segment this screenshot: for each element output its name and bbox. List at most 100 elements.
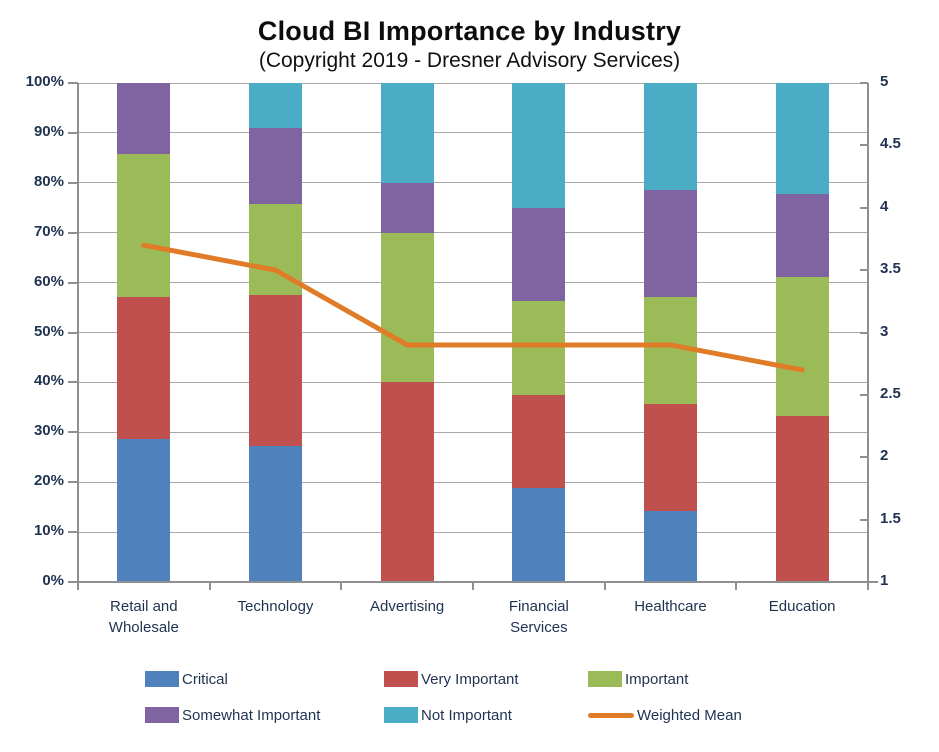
bar-segment-critical [249,445,302,582]
right-axis-line [867,83,869,583]
x-axis-tick [340,582,343,590]
legend-color-swatch [145,671,179,687]
y-axis-tick [68,531,78,534]
y-axis-label: 80% [33,172,64,190]
bar-segment-important [775,277,829,416]
category-label: Retail and Wholesale [108,598,179,636]
bar-segment-not-important [249,83,302,129]
legend-label: Not Important [421,706,512,724]
legend-label: Important [625,670,689,688]
y-axis-label: 100% [25,73,64,90]
right-axis-tick [860,269,868,272]
category-label: Technology [237,598,314,615]
gridline [78,332,868,333]
x-axis-tick [735,582,738,590]
right-axis-label: 4.5 [880,135,901,153]
right-axis-label: 5 [880,73,889,90]
right-axis-label: 3 [880,322,889,340]
y-axis-tick [68,381,78,384]
bar-segment-important [380,232,434,383]
y-axis-tick [68,181,78,184]
right-axis-tick [860,206,868,209]
bar-segment-somewhat-important [775,193,829,278]
legend-color-swatch [384,707,418,723]
legend-color-swatch [384,671,418,687]
legend-label: Weighted Mean [637,706,742,724]
y-axis-label: 70% [33,222,64,240]
x-axis-tick [603,582,606,590]
right-axis-tick [860,518,868,521]
legend-item-critical: Critical [145,668,228,690]
bar-segment-not-important [775,83,829,194]
bar-segment-very-important [512,394,566,489]
gridline [78,182,868,184]
right-axis-tick [860,144,868,147]
y-axis-label: 30% [33,422,64,440]
y-axis-tick [68,281,78,284]
gridline [78,82,868,84]
x-axis-tick [867,582,869,590]
category-label: Healthcare [634,598,707,615]
legend-label: Somewhat Important [182,706,321,724]
y-axis-tick [68,431,78,434]
gridline [78,282,868,284]
chart-title: Cloud BI Importance by Industry [257,16,682,46]
bar-segment-not-important [512,83,566,208]
bar-segment-very-important [380,382,434,582]
gridline [78,431,868,433]
y-axis-label: 20% [33,472,64,490]
legend-line-swatch [588,712,634,718]
bar-segment-critical [117,439,171,582]
legend-label: Critical [182,670,228,688]
bar-segment-critical [512,488,566,582]
right-axis-tick [860,393,868,396]
legend-color-swatch [145,707,179,723]
bar-segment-very-important [117,296,171,440]
y-axis-tick [68,331,78,334]
y-axis-tick [68,481,78,484]
y-axis-label: 40% [33,372,64,390]
right-axis-tick [860,331,868,334]
bar-segment-very-important [249,294,302,446]
bar-segment-somewhat-important [117,83,171,155]
bar-segment-very-important [775,415,829,582]
y-axis-line [77,83,79,583]
gridline [78,481,868,483]
legend-item-important: Important [588,668,688,690]
y-axis-label: 90% [33,122,64,140]
category-label: Education [768,598,836,615]
x-axis-tick [77,582,79,590]
bar-segment-very-important [644,403,697,511]
y-axis-tick [68,131,78,134]
right-axis-tick [860,82,868,84]
category-label: Advertising [370,598,445,615]
right-axis-tick [860,456,868,459]
right-axis-label: 2 [880,447,889,465]
gridline [78,232,868,234]
gridline [78,381,868,383]
bar-segment-critical [644,510,697,582]
right-axis-label: 1.5 [880,509,901,527]
bar-segment-important [249,204,302,295]
bar-segment-important [117,154,171,297]
category-label: Financial Services [508,598,569,636]
bar-segment-somewhat-important [380,182,434,233]
bar-segment-not-important [380,83,434,183]
legend-item-somewhat-important: Somewhat Important [145,704,320,726]
y-axis-label: 10% [33,522,64,540]
bar-segment-somewhat-important [644,189,697,297]
bar-segment-important [644,296,697,404]
y-axis-tick [68,82,78,84]
chart-subtitle: (Copyright 2019 - Dresner Advisory Servi… [258,49,681,72]
y-axis-label: 0% [42,572,64,589]
right-axis-label: 2.5 [880,384,901,402]
bar-segment-important [512,301,566,395]
right-axis-label: 1 [880,572,889,589]
right-axis-label: 3.5 [880,260,901,278]
gridline [78,531,868,533]
right-axis-tick [860,581,868,583]
y-axis-tick [68,231,78,234]
legend-item-not-important: Not Important [384,704,512,726]
